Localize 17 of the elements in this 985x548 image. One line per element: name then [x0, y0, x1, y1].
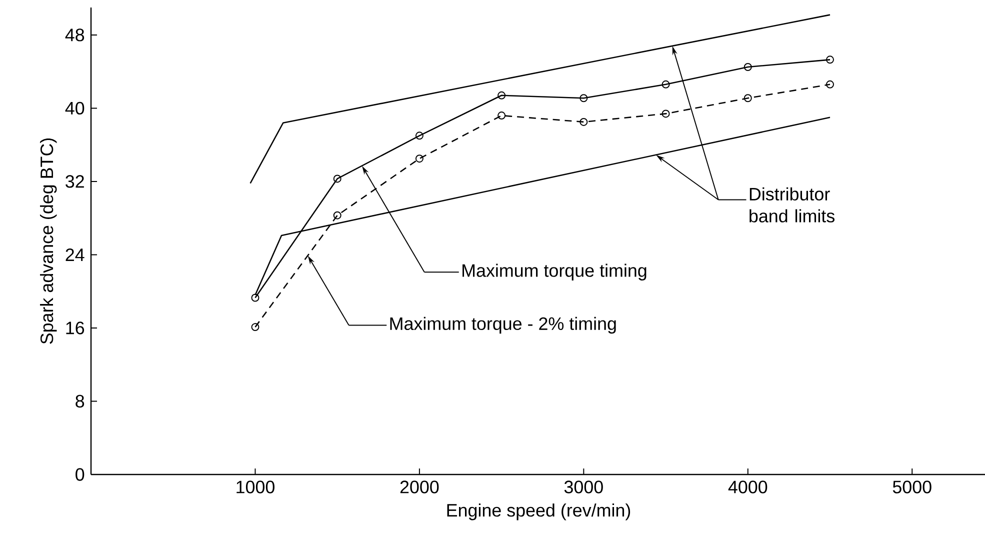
x-tick-label: 5000	[892, 480, 932, 494]
x-axis-title: Engine speed (rev/min)	[447, 504, 630, 520]
y-tick-label: 48	[65, 28, 84, 42]
x-tick-label: 4000	[728, 480, 768, 494]
y-tick-label: 32	[66, 175, 84, 188]
y-tick-label: 16	[66, 322, 84, 334]
y-tick-label: 0	[76, 468, 84, 481]
x-tick-label: 1000	[236, 480, 274, 494]
annotation: Distributor band limits	[750, 187, 834, 222]
y-tick-label: 24	[66, 248, 84, 261]
y-tick-label: 8	[76, 394, 84, 408]
annotation: Maximum torque timing	[462, 264, 646, 280]
annotation: Maximum torque - 2% timing	[390, 316, 616, 334]
x-tick-label: 2000	[400, 480, 439, 494]
y-tick-label: 40	[65, 102, 84, 115]
y-axis-title: Spark advance (deg BTC)	[40, 138, 57, 344]
x-tick-label: 3000	[564, 480, 603, 494]
